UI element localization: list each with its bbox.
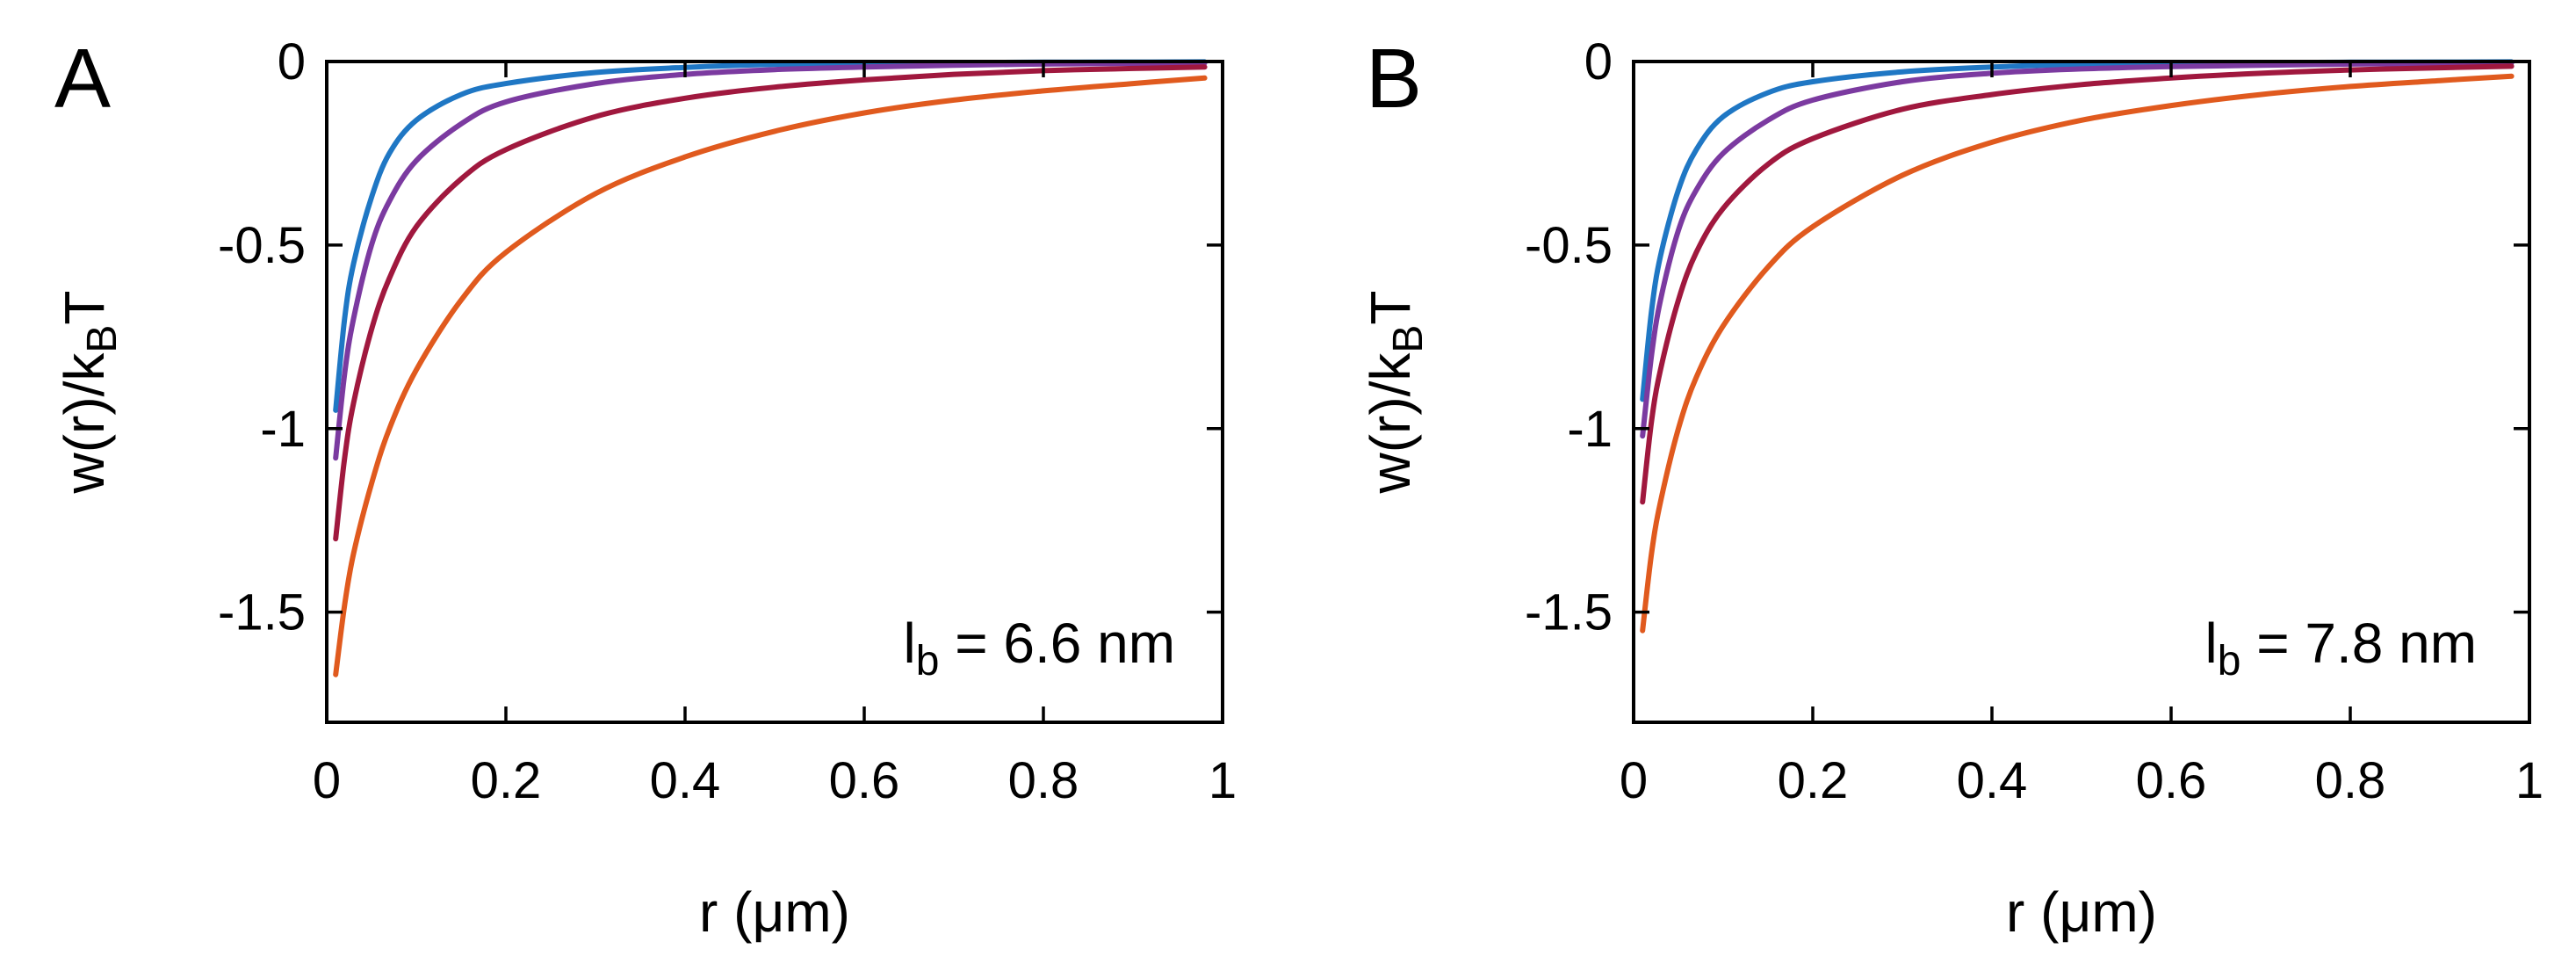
x-tick-label: 0	[1620, 752, 1648, 809]
y-tick-label: -0.5	[1525, 217, 1613, 274]
panel-a-curves	[333, 59, 1208, 677]
x-tick-label: 0.6	[829, 752, 900, 809]
annotation-main: l	[903, 612, 915, 675]
panel-b-plot-frame	[1632, 60, 2531, 724]
panel-a-ticks	[325, 60, 1224, 722]
panel-a-x-tick-labels: 0 0.2 0.4 0.6 0.8 1	[313, 752, 1237, 809]
series-line-crimson	[1640, 63, 2515, 505]
y-axis-title-main: w(r)/k	[53, 352, 116, 495]
panel-b: B 0 -0.5 -1 -1.5 0 0.2 0.4 0.6 0.8 1 r (…	[1359, 32, 2544, 944]
y-tick-label: -1.5	[1525, 584, 1613, 641]
series-line-crimson	[333, 64, 1208, 542]
panel-b-y-tick-labels: 0 -0.5 -1 -1.5	[1525, 33, 1613, 641]
series-line-purple	[333, 60, 1208, 461]
x-tick-label: 1	[2515, 752, 2544, 809]
x-tick-label: 0.2	[1778, 752, 1849, 809]
annotation-tail: = 6.6 nm	[939, 612, 1175, 675]
annotation-tail: = 7.8 nm	[2240, 612, 2477, 675]
y-tick-label: 0	[278, 33, 306, 91]
panel-b-ticks	[1632, 60, 2531, 722]
panel-b-curves	[1640, 59, 2515, 634]
y-axis-title-tail: T	[1359, 290, 1422, 324]
y-tick-label: 0	[1584, 33, 1613, 91]
x-tick-label: 0.8	[2315, 752, 2386, 809]
series-line-purple	[1640, 60, 2515, 439]
panel-a: A 0 -0.5 -1 -1.5 0 0.2 0.4 0.6 0.8 1 r (…	[53, 32, 1237, 944]
x-tick-label: 1	[1209, 752, 1237, 809]
y-axis-title-sub: B	[79, 325, 126, 353]
x-tick-label: 0.6	[2136, 752, 2207, 809]
x-tick-label: 0.2	[471, 752, 542, 809]
panel-letter-b: B	[1366, 32, 1422, 126]
bjerrum-length-annotation: lb = 6.6 nm	[903, 612, 1175, 685]
y-axis-title: w(r)/kBT	[1359, 290, 1432, 494]
panel-b-x-tick-labels: 0 0.2 0.4 0.6 0.8 1	[1620, 752, 2544, 809]
series-line-blue	[1640, 59, 2515, 402]
series-line-blue	[333, 59, 1208, 413]
annotation-main: l	[2204, 612, 2217, 675]
annotation-sub: b	[2218, 638, 2241, 685]
y-axis-title: w(r)/kBT	[53, 290, 126, 494]
annotation-sub: b	[916, 638, 940, 685]
y-axis-title-main: w(r)/k	[1359, 352, 1422, 495]
panel-letter-a: A	[54, 32, 111, 126]
bjerrum-length-annotation: lb = 7.8 nm	[2204, 612, 2477, 685]
x-axis-title: r (μm)	[2006, 880, 2157, 944]
x-tick-label: 0.4	[1957, 752, 2028, 809]
y-axis-title-sub: B	[1385, 325, 1432, 353]
y-tick-label: -0.5	[218, 217, 306, 274]
y-tick-label: -1	[1567, 401, 1613, 458]
panel-a-plot-frame	[325, 60, 1224, 724]
x-tick-label: 0	[313, 752, 341, 809]
y-axis-title-tail: T	[53, 290, 116, 324]
series-line-orange	[1640, 73, 2515, 634]
x-tick-label: 0.8	[1008, 752, 1079, 809]
y-tick-label: -1	[260, 401, 306, 458]
series-line-orange	[333, 75, 1208, 677]
y-tick-label: -1.5	[218, 584, 306, 641]
x-axis-title: r (μm)	[699, 880, 850, 944]
panel-a-y-tick-labels: 0 -0.5 -1 -1.5	[218, 33, 306, 641]
x-tick-label: 0.4	[650, 752, 721, 809]
